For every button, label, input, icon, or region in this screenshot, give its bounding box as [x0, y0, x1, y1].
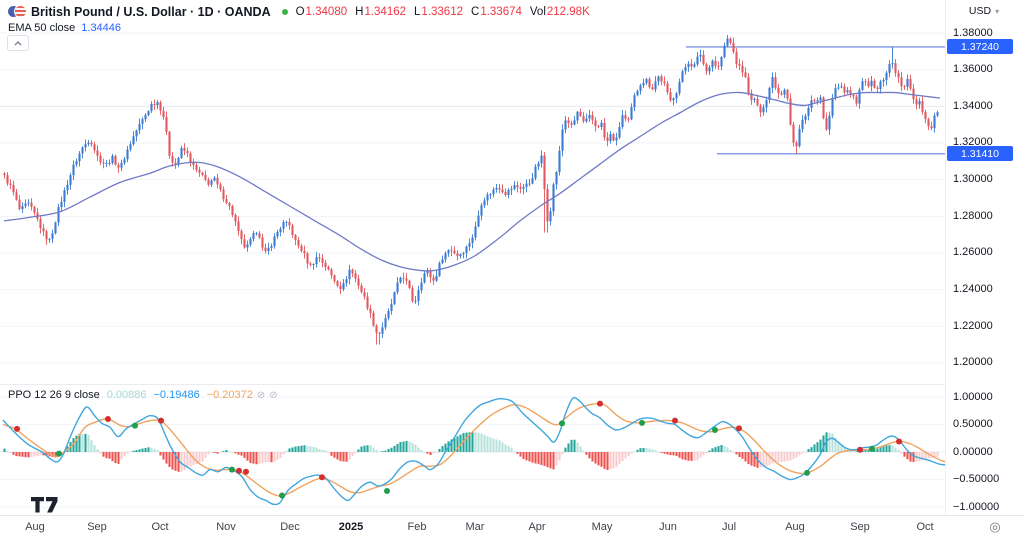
pane-collapse-button[interactable]	[7, 35, 29, 51]
price-tick-label: 1.32000	[953, 136, 993, 149]
price-level-lines[interactable]	[686, 46, 945, 155]
ema-line[interactable]	[3, 91, 941, 272]
crossover-markers	[14, 400, 902, 499]
price-tick-label: 1.28000	[953, 209, 993, 222]
open-value: 1.34080	[305, 6, 348, 18]
axis-settings-icon[interactable]: ◎	[989, 519, 1001, 534]
ppo-option-icon[interactable]: ⊘	[269, 389, 278, 401]
ppo-tick-label: −1.00000	[953, 500, 1000, 513]
ppo-legend[interactable]: PPO 12 26 9 close 0.00886 −0.19486 −0.20…	[8, 389, 278, 401]
time-tick-label: Mar	[465, 521, 485, 533]
time-tick-label: Oct	[151, 521, 169, 533]
time-tick-label: Aug	[785, 521, 805, 533]
ppo-hist-value: 0.00886	[106, 389, 147, 401]
open-label: O	[295, 6, 305, 18]
ppo-tick-label: −0.50000	[953, 473, 1000, 485]
time-tick-label: Oct	[916, 521, 934, 533]
time-tick-label: Aug	[25, 521, 45, 533]
ema-label: EMA 50 close	[8, 22, 76, 34]
volume-label: Vol	[529, 6, 546, 18]
price-tick-label: 1.20000	[953, 356, 993, 369]
price-tick-label: 1.34000	[953, 99, 993, 112]
ohlc-values: O 1.34080 H 1.34162 L 1.33612 C 1.33674 Vol 2…	[296, 6, 590, 18]
ppo-label: PPO 12 26 9 close	[8, 389, 100, 401]
symbol-header: British Pound / U.S. Dollar · 1D · OANDA…	[8, 5, 590, 19]
ppo-line[interactable]	[2, 396, 945, 506]
price-tick-label: 1.30000	[953, 173, 993, 186]
ema-value: 1.34446	[81, 22, 122, 34]
price-tick-label: 1.26000	[953, 246, 993, 259]
low-value: 1.33612	[421, 6, 463, 18]
ppo-tick-label: 0.00000	[953, 445, 993, 458]
ppo-tick-label: 1.00000	[953, 390, 993, 403]
close-label: C	[471, 6, 480, 18]
high-value: 1.34162	[364, 6, 407, 18]
low-label: L	[414, 6, 421, 18]
time-axis-divider	[0, 515, 1024, 516]
time-tick-label: Sep	[850, 521, 870, 533]
tradingview-logo[interactable]	[31, 497, 58, 518]
close-value: 1.33674	[480, 6, 522, 18]
price-level-badge[interactable]: 1.31410	[947, 146, 1013, 162]
ppo-tick-label: 0.50000	[953, 418, 993, 430]
price-tick-label: 1.24000	[953, 283, 993, 296]
time-tick-label: Jun	[659, 521, 677, 533]
time-tick-label: Feb	[407, 521, 427, 533]
chevron-down-icon: ▾	[995, 6, 1000, 16]
symbol-title[interactable]: British Pound / U.S. Dollar · 1D · OANDA	[31, 5, 271, 19]
chevron-up-icon	[14, 40, 22, 45]
ppo-line-value: −0.19486	[153, 389, 200, 401]
volume-value: 212.98K	[546, 6, 590, 18]
time-tick-label: Sep	[87, 521, 107, 533]
time-tick-label: Nov	[216, 521, 236, 533]
price-tick-label: 1.22000	[953, 319, 993, 332]
time-tick-label: Apr	[528, 521, 546, 533]
ppo-option-icon[interactable]: ⊘	[256, 389, 266, 401]
time-tick-label: 2025	[338, 521, 364, 533]
currency-pair-flags-icon	[8, 6, 26, 18]
ppo-signal-value: −0.20372	[206, 389, 253, 401]
price-tick-label: 1.36000	[953, 63, 993, 76]
market-open-dot	[281, 9, 288, 15]
candles-layer	[3, 35, 939, 345]
time-tick-label: Dec	[280, 521, 300, 533]
currency-selector[interactable]: USD ▾	[947, 2, 1021, 20]
price-axis-divider	[945, 0, 946, 515]
ema-legend[interactable]: EMA 50 close 1.34446	[8, 22, 121, 34]
price-level-badge[interactable]: 1.37240	[947, 39, 1013, 55]
time-tick-label: May	[591, 521, 613, 533]
time-tick-label: Jul	[721, 521, 737, 533]
high-label: H	[355, 6, 364, 18]
price-tick-label: 1.38000	[953, 26, 993, 39]
pane-divider[interactable]	[0, 384, 945, 385]
chart-canvas[interactable]	[0, 0, 945, 515]
currency-label: USD	[968, 5, 992, 17]
